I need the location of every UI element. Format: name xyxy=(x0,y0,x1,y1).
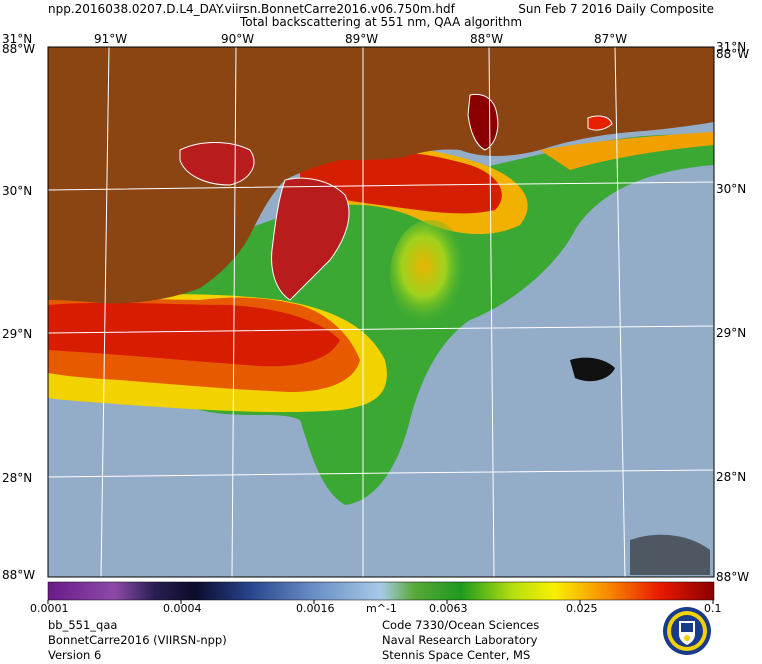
colorbar-tick-label: 0.0016 xyxy=(296,602,335,615)
composite-date: Sun Feb 7 2016 Daily Composite xyxy=(518,2,714,16)
colorbar-ticks xyxy=(47,600,714,604)
mobile-bay xyxy=(467,93,499,151)
lat-label-29-right: 29°N xyxy=(716,326,747,340)
corner-label-bottom-left: 88°W xyxy=(2,568,36,582)
river-plume xyxy=(390,220,470,330)
colorbar-tick-label: 0.025 xyxy=(566,602,598,615)
lon-label-90: 90°W xyxy=(221,32,255,46)
map-frame xyxy=(47,46,715,578)
dataset-name: BonnetCarre2016 (VIIRSN-npp) xyxy=(48,633,227,647)
green-plume xyxy=(48,134,714,505)
pensacola-bay xyxy=(587,115,613,131)
lon-label-91: 91°W xyxy=(94,32,128,46)
lon-label-88: 88°W xyxy=(470,32,504,46)
land-mass xyxy=(48,47,714,304)
org-code: Code 7330/Ocean Sciences xyxy=(382,618,540,632)
colorbar-tick-label: 0.0004 xyxy=(163,602,202,615)
lat-label-31-left: 31°N xyxy=(2,32,33,46)
marsh-area xyxy=(271,177,350,301)
org-location: Stennis Space Center, MS xyxy=(382,648,531,662)
product-title: Total backscattering at 551 nm, QAA algo… xyxy=(239,15,523,29)
lat-label-30-right: 30°N xyxy=(716,182,747,196)
org-name: Naval Research Laboratory xyxy=(382,633,538,647)
colorbar xyxy=(47,581,715,601)
lon-label-87: 87°W xyxy=(594,32,628,46)
lat-label-28-right: 28°N xyxy=(716,470,747,484)
dark-patch xyxy=(570,357,615,382)
corner-label-top-left: 88°W xyxy=(2,42,36,56)
map-panel xyxy=(47,46,715,578)
lat-label-28-left: 28°N xyxy=(2,471,33,485)
colorbar-tick-label: 0.0063 xyxy=(429,602,468,615)
lat-label-31-right: 31°N xyxy=(716,40,747,54)
corner-label-bottom-right: 88°W xyxy=(716,570,750,584)
lat-label-29-left: 29°N xyxy=(2,327,33,341)
orange-coast-east xyxy=(540,132,714,170)
red-nearshore-west xyxy=(48,302,340,367)
nrl-seal-logo xyxy=(663,607,711,655)
colorbar-unit: m^-1 xyxy=(366,602,397,615)
corner-label-top-right: 88°W xyxy=(716,47,750,61)
red-nearshore-east xyxy=(300,150,502,214)
product-code: bb_551_qaa xyxy=(48,618,118,632)
colorbar-tick-label: 0.1 xyxy=(704,602,722,615)
dark-patch-south xyxy=(630,534,710,575)
version-text: Version 6 xyxy=(48,648,102,662)
file-name: npp.2016038.0207.D.L4_DAY.viirsn.BonnetC… xyxy=(48,2,455,16)
lon-label-89: 89°W xyxy=(345,32,379,46)
lat-label-30-left: 30°N xyxy=(2,184,33,198)
colorbar-tick-label: 0.0001 xyxy=(30,602,69,615)
